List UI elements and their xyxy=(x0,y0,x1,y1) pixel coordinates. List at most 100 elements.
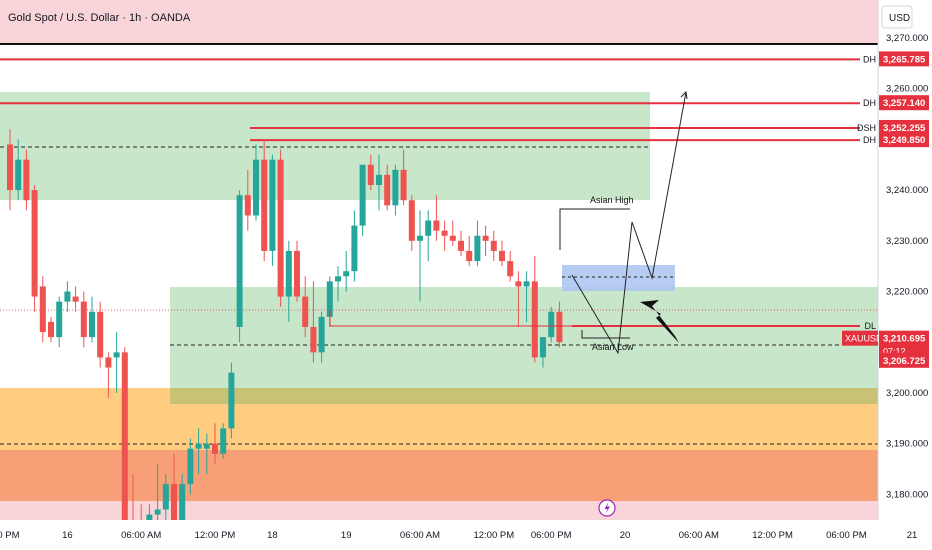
candles xyxy=(7,129,563,550)
candle-body xyxy=(458,240,464,251)
candle-body xyxy=(515,281,522,287)
time-tick-label: 06:00 PM xyxy=(531,530,572,541)
candle-body xyxy=(490,240,497,251)
candle-body xyxy=(105,357,112,368)
candle-body xyxy=(425,220,432,236)
level-label: DH xyxy=(863,54,876,64)
candle-body xyxy=(113,352,120,358)
price-badge-label: 3,206.725 xyxy=(883,356,926,367)
price-tick-label: 3,190.000 xyxy=(886,439,928,450)
price-tick-label: 3,200.000 xyxy=(886,388,928,399)
candle-body xyxy=(540,337,546,358)
level-label: DSH xyxy=(857,123,876,133)
price-tick-label: 3,270.000 xyxy=(886,33,928,44)
candle-body xyxy=(310,326,317,353)
time-tick-label: 06:00 PM xyxy=(826,530,867,541)
dl-left-line xyxy=(329,310,572,327)
asian-high-label: Asian High xyxy=(590,195,634,205)
blue-box xyxy=(562,265,675,291)
candle-body xyxy=(171,484,177,525)
pink-zone-top xyxy=(0,0,878,44)
currency-label: USD xyxy=(889,13,910,24)
candle-body xyxy=(64,291,71,302)
candle-body xyxy=(482,235,489,241)
candle-body xyxy=(228,372,235,429)
time-tick-label: 16 xyxy=(62,530,73,541)
time-tick-label: 20 xyxy=(620,530,631,541)
candle-body xyxy=(408,200,415,241)
candle-body xyxy=(417,235,423,241)
time-tick-label: 06:00 AM xyxy=(121,530,161,541)
black-arrow xyxy=(640,300,679,343)
price-badge xyxy=(879,51,929,67)
level-label: DL xyxy=(864,321,876,331)
candle-body xyxy=(80,301,87,338)
candle-body xyxy=(531,281,538,358)
asian-low-label: Asian Low xyxy=(592,342,634,352)
price-badge xyxy=(879,132,929,148)
symbol-badge xyxy=(842,330,878,346)
candle-body xyxy=(48,321,54,338)
price-tick-label: 3,260.000 xyxy=(886,84,928,95)
level-lines: DH DH DSH DH DL xyxy=(0,54,876,331)
time-tick-label: 18 xyxy=(267,530,278,541)
asian-low-marker xyxy=(581,330,630,339)
price-badge xyxy=(879,119,929,135)
price-tick-label: 3,180.000 xyxy=(886,489,928,500)
level-label: DH xyxy=(863,98,876,108)
candle-body xyxy=(449,235,456,241)
candle-body xyxy=(179,484,186,525)
price-axis xyxy=(878,0,932,550)
candle-body xyxy=(367,164,374,186)
price-badge-label: 3,252.255 xyxy=(883,123,926,134)
candle-body xyxy=(89,311,95,338)
candle-body xyxy=(261,159,268,251)
currency-button[interactable] xyxy=(881,5,913,29)
time-tick-label: 12:00 PM xyxy=(195,530,236,541)
green-zone-upper xyxy=(0,92,650,200)
candle-body xyxy=(154,509,161,515)
candle-body xyxy=(97,311,104,358)
projection-arrowhead xyxy=(680,90,688,100)
candle-body xyxy=(285,250,292,297)
candle-body xyxy=(392,169,399,206)
candle-body xyxy=(318,316,325,353)
candle-body xyxy=(253,159,259,216)
candle-body xyxy=(277,159,284,297)
candle-body xyxy=(499,250,505,262)
time-axis xyxy=(0,520,932,550)
candle-body xyxy=(523,281,530,287)
pink-zone-bottom xyxy=(0,501,878,520)
olive-band-overlay xyxy=(170,388,878,404)
deep-orange-zone xyxy=(0,450,878,501)
chart-title: Gold Spot / U.S. Dollar · 1h · OANDA xyxy=(8,12,191,24)
candle-body xyxy=(7,144,13,191)
time-tick-label: 21 xyxy=(907,530,918,541)
candle-body xyxy=(269,159,276,251)
time-tick-label: 12:00 PM xyxy=(473,530,514,541)
candle-body xyxy=(384,174,391,206)
time-axis-ticks: 6:00 PM 16 06:00 AM 12:00 PM 18 19 06:00 AM 12:… xyxy=(0,530,917,541)
candle-body xyxy=(376,174,382,186)
candle-body xyxy=(302,296,309,327)
candle-body xyxy=(162,484,169,510)
projection-path xyxy=(571,91,687,355)
candle-body xyxy=(359,164,366,226)
candle-body xyxy=(31,190,38,297)
candle-body xyxy=(294,250,300,297)
candle-body xyxy=(23,159,30,201)
green-zone-lower xyxy=(170,287,878,388)
level-label: DH xyxy=(863,135,876,145)
countdown-label: 07:12 xyxy=(883,347,906,357)
candle-body xyxy=(15,159,22,191)
candle-body xyxy=(556,311,563,343)
candle-body xyxy=(441,230,448,236)
price-badge xyxy=(879,95,929,111)
price-tick-label: 3,220.000 xyxy=(886,287,928,298)
price-badge-label: 3,257.140 xyxy=(883,98,925,109)
candle-body xyxy=(195,443,202,449)
candle-body xyxy=(56,301,63,338)
candle-body xyxy=(72,296,79,302)
